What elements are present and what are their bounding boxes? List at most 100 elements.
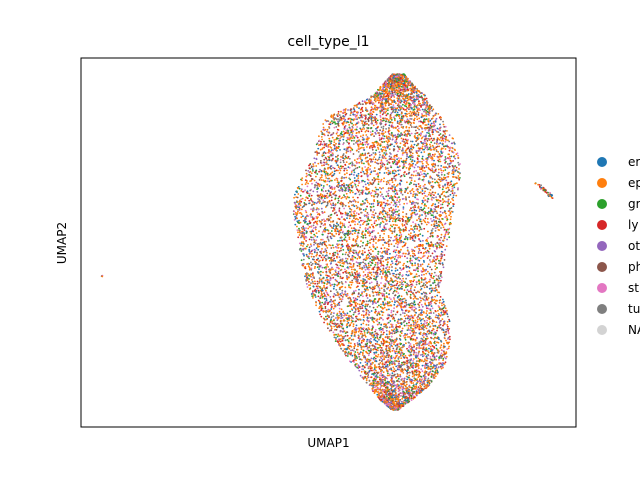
scatter-point (417, 190, 419, 193)
scatter-point (453, 192, 456, 194)
scatter-point (319, 313, 321, 316)
scatter-point (448, 155, 451, 158)
scatter-point (427, 377, 430, 380)
scatter-point (432, 312, 435, 314)
scatter-point (400, 295, 403, 298)
scatter-point (341, 330, 344, 333)
scatter-point (387, 304, 389, 307)
scatter-point (374, 357, 377, 360)
scatter-point (372, 211, 374, 213)
scatter-point (348, 221, 350, 224)
scatter-point (353, 347, 356, 350)
scatter-point (394, 186, 396, 189)
scatter-point (349, 132, 351, 135)
scatter-point (307, 182, 309, 185)
scatter-point (419, 168, 421, 171)
scatter-point (429, 357, 432, 360)
scatter-point (348, 134, 351, 137)
scatter-point (443, 254, 446, 256)
scatter-point (434, 112, 437, 115)
scatter-point (356, 351, 359, 354)
scatter-point (408, 350, 410, 353)
scatter-point (348, 163, 350, 165)
scatter-point (430, 241, 432, 244)
scatter-point (403, 262, 405, 265)
scatter-point (423, 148, 425, 151)
scatter-point (388, 335, 390, 338)
scatter-point (338, 281, 341, 284)
scatter-point (320, 176, 323, 179)
scatter-point (345, 339, 347, 341)
scatter-point (347, 226, 350, 228)
scatter-point (314, 161, 316, 164)
scatter-point (327, 163, 330, 166)
scatter-point (325, 315, 327, 318)
scatter-point (429, 266, 431, 268)
scatter-point (382, 311, 385, 314)
scatter-point (333, 126, 336, 129)
scatter-point (382, 236, 384, 239)
scatter-point (415, 96, 418, 99)
scatter-point (325, 170, 327, 173)
scatter-point (310, 208, 312, 211)
scatter-point (406, 113, 408, 115)
scatter-point (312, 207, 315, 210)
scatter-point (382, 344, 385, 347)
scatter-point (429, 124, 432, 127)
scatter-point (389, 320, 392, 322)
scatter-point (435, 314, 438, 316)
scatter-point (312, 230, 315, 233)
scatter-point (319, 241, 322, 244)
scatter-point (296, 229, 299, 232)
scatter-point (410, 144, 413, 147)
scatter-point (334, 303, 336, 305)
scatter-point (316, 184, 318, 187)
scatter-point (431, 144, 434, 147)
scatter-point (400, 157, 402, 160)
scatter-point (414, 334, 416, 337)
scatter-point (438, 218, 441, 221)
scatter-point (311, 182, 313, 185)
scatter-point (426, 265, 429, 268)
scatter-point (361, 232, 363, 235)
scatter-point (413, 208, 416, 211)
scatter-point (361, 100, 364, 103)
scatter-point (373, 275, 376, 278)
scatter-point (308, 284, 310, 286)
scatter-point (320, 170, 323, 173)
scatter-point (443, 228, 446, 231)
scatter-point (337, 246, 340, 249)
scatter-point (448, 134, 451, 137)
scatter-point (348, 142, 350, 145)
scatter-point (396, 210, 399, 213)
scatter-point (399, 281, 401, 284)
scatter-point (336, 323, 339, 325)
scatter-point (429, 232, 432, 235)
scatter-point (422, 159, 425, 162)
scatter-point (444, 248, 447, 251)
scatter-point (313, 179, 316, 182)
scatter-point (361, 120, 363, 123)
scatter-point (318, 135, 320, 138)
scatter-point (409, 110, 412, 113)
scatter-point (361, 268, 363, 271)
scatter-point (405, 173, 408, 176)
scatter-point (436, 145, 439, 148)
scatter-point (406, 181, 408, 184)
scatter-point (385, 183, 388, 186)
scatter-point (364, 143, 367, 146)
scatter-point (408, 183, 411, 186)
scatter-point (422, 298, 425, 301)
scatter-point (401, 224, 404, 227)
scatter-point (346, 353, 349, 355)
scatter-point (312, 190, 315, 193)
scatter-point (405, 304, 408, 306)
scatter-point (360, 341, 363, 344)
scatter-point (433, 178, 436, 181)
scatter-point (400, 137, 403, 140)
scatter-point (440, 279, 442, 282)
scatter-point (316, 282, 319, 285)
scatter-point (342, 249, 345, 251)
scatter-point (410, 207, 412, 210)
scatter-point (425, 316, 427, 318)
